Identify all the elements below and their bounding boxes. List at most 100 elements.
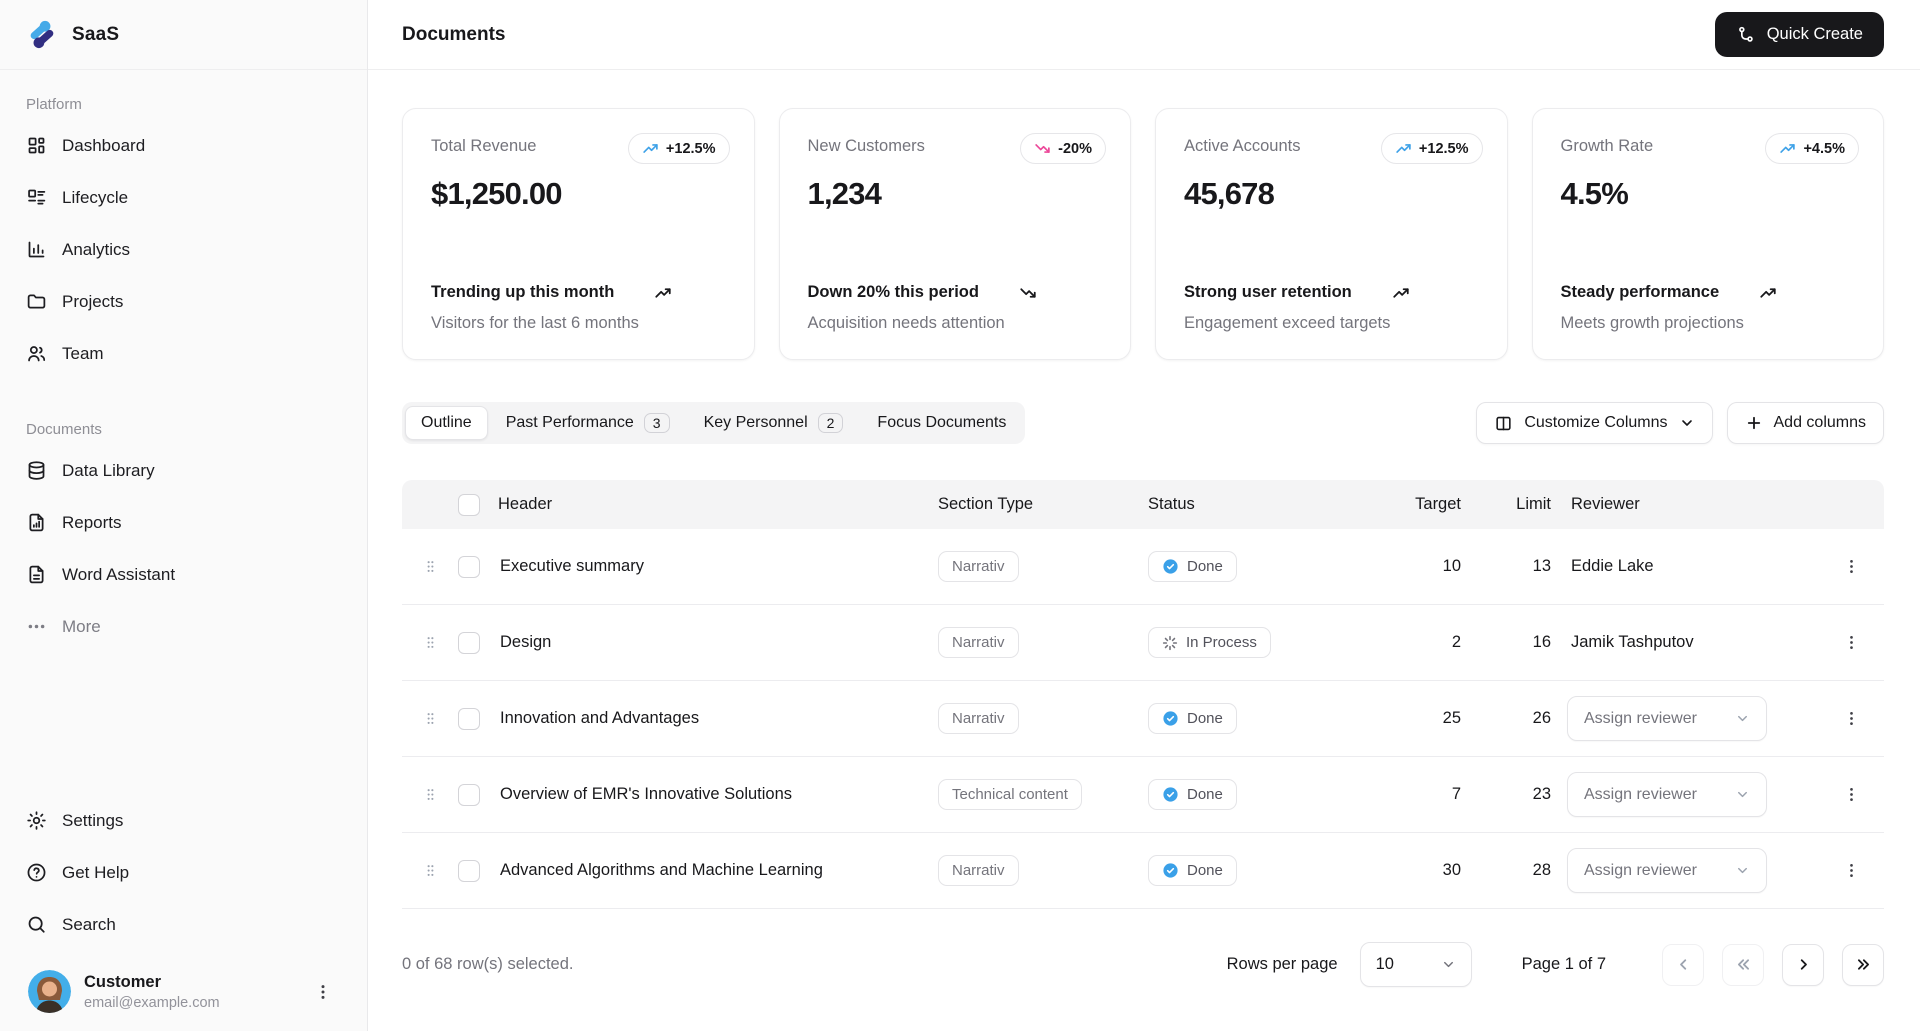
stat-value: 45,678: [1184, 176, 1275, 211]
tab-focus-documents[interactable]: Focus Documents: [861, 406, 1022, 440]
trend-badge: +12.5%: [1380, 133, 1483, 164]
row-header-cell: Design: [500, 633, 552, 651]
pager: [1662, 943, 1884, 986]
section-type-badge: Narrativ: [938, 703, 1019, 734]
sidebar-item-dashboard[interactable]: Dashboard: [16, 125, 351, 166]
drag-handle-icon[interactable]: [402, 863, 458, 878]
stat-value: 4.5%: [1560, 176, 1629, 211]
assign-reviewer-button[interactable]: Assign reviewer: [1567, 848, 1767, 893]
view-tabs: Outline Past Performance 3 Key Personnel…: [402, 402, 1026, 444]
limit-cell: 28: [1532, 861, 1551, 879]
table-footer: 0 of 68 row(s) selected. Rows per page 1…: [402, 942, 1884, 1011]
row-checkbox[interactable]: [458, 555, 480, 578]
stat-footer-sub: Visitors for the last 6 months: [431, 314, 639, 332]
check-circle-icon: [1162, 862, 1179, 879]
chevron-down-icon: [1735, 711, 1750, 726]
table-header-row: Header Section Type Status Target Limit …: [402, 480, 1884, 529]
chevrons-right-icon: [1855, 956, 1872, 973]
assign-reviewer-button[interactable]: Assign reviewer: [1567, 772, 1767, 817]
status-badge: Done: [1148, 703, 1237, 734]
brand-name: SaaS: [72, 23, 120, 45]
row-header-cell: Advanced Algorithms and Machine Learning: [500, 861, 823, 879]
gear-icon: [26, 810, 47, 831]
trending-down-icon: [1034, 140, 1051, 157]
status-label: Done: [1187, 558, 1223, 575]
sidebar-item-data-library[interactable]: Data Library: [16, 450, 351, 491]
target-cell: 25: [1442, 709, 1461, 727]
first-page-button[interactable]: [1722, 943, 1764, 986]
trend-badge-value: +12.5%: [1418, 140, 1469, 157]
drag-handle-icon[interactable]: [402, 787, 458, 802]
nav-section-platform-label: Platform: [26, 96, 82, 113]
row-checkbox[interactable]: [458, 707, 480, 730]
sidebar-item-word-assistant[interactable]: Word Assistant: [16, 554, 351, 595]
stat-card-growth-rate: Growth Rate +4.5% 4.5% Steady performanc…: [1531, 108, 1884, 360]
last-page-button[interactable]: [1842, 943, 1884, 986]
drag-handle-icon[interactable]: [402, 711, 458, 726]
tab-outline[interactable]: Outline: [405, 406, 488, 440]
rows-per-page-select[interactable]: 10: [1359, 942, 1472, 987]
list-details-icon: [26, 187, 47, 208]
tab-past-performance[interactable]: Past Performance 3: [490, 405, 686, 441]
sidebar-item-more[interactable]: More: [16, 606, 351, 647]
main-area: Documents Quick Create Total Revenue +12…: [368, 0, 1920, 1031]
row-checkbox[interactable]: [458, 631, 480, 654]
loader-icon: [1162, 635, 1178, 651]
nav-gap: [16, 385, 351, 411]
sidebar-item-label: Settings: [62, 810, 124, 830]
sidebar-item-team[interactable]: Team: [16, 333, 351, 374]
drag-handle-icon[interactable]: [402, 559, 458, 574]
chevron-down-icon: [1679, 415, 1695, 431]
sidebar-item-projects[interactable]: Projects: [16, 281, 351, 322]
status-cell: In Process: [1148, 627, 1383, 658]
row-checkbox[interactable]: [458, 783, 480, 806]
row-menu-button[interactable]: [1818, 853, 1884, 888]
sidebar-item-lifecycle[interactable]: Lifecycle: [16, 177, 351, 218]
row-menu-button[interactable]: [1818, 777, 1884, 812]
row-menu-button[interactable]: [1818, 701, 1884, 736]
sidebar-item-get-help[interactable]: Get Help: [16, 852, 351, 893]
user-meta: Customer email@example.com: [84, 973, 220, 1011]
quick-create-button[interactable]: Quick Create: [1714, 12, 1884, 57]
drag-handle-icon[interactable]: [402, 635, 458, 650]
sidebar-item-settings[interactable]: Settings: [16, 800, 351, 841]
add-columns-button[interactable]: Add columns: [1726, 402, 1884, 444]
user-menu[interactable]: Customer email@example.com: [16, 956, 351, 1031]
tab-label: Key Personnel: [703, 414, 808, 431]
table-actions: Customize Columns Add columns: [1476, 402, 1884, 444]
select-all-checkbox[interactable]: [458, 493, 480, 516]
tabs-toolbar-row: Outline Past Performance 3 Key Personnel…: [402, 402, 1884, 444]
reviewer-cell: Eddie Lake: [1571, 557, 1654, 575]
trending-up-icon: [654, 284, 672, 302]
stat-card-new-customers: New Customers -20% 1,234 Down 20% this p…: [778, 108, 1131, 360]
row-menu-button[interactable]: [1818, 549, 1884, 584]
prev-page-button[interactable]: [1662, 943, 1704, 986]
stat-footer-sub: Engagement exceed targets: [1184, 314, 1391, 332]
assign-reviewer-label: Assign reviewer: [1584, 709, 1697, 727]
next-page-button[interactable]: [1782, 943, 1824, 986]
section-type-cell: Narrativ: [938, 627, 1148, 658]
row-checkbox[interactable]: [458, 859, 480, 882]
sidebar-item-label: Search: [62, 914, 116, 934]
table-row: Innovation and Advantages Narrativ Done …: [402, 681, 1884, 757]
tab-key-personnel[interactable]: Key Personnel 2: [688, 405, 860, 441]
brand-header[interactable]: SaaS: [0, 0, 367, 70]
stat-label: Active Accounts: [1184, 137, 1301, 155]
help-icon: [26, 862, 47, 883]
sidebar-item-reports[interactable]: Reports: [16, 502, 351, 543]
sidebar-item-search[interactable]: Search: [16, 904, 351, 945]
customize-columns-button[interactable]: Customize Columns: [1476, 402, 1713, 444]
check-circle-icon: [1162, 558, 1179, 575]
assign-reviewer-button[interactable]: Assign reviewer: [1567, 696, 1767, 741]
row-menu-button[interactable]: [1818, 625, 1884, 660]
sidebar-item-label: Get Help: [62, 862, 130, 882]
selection-summary: 0 of 68 row(s) selected.: [402, 955, 574, 973]
more-vertical-icon[interactable]: [307, 976, 339, 1008]
limit-cell: 13: [1532, 557, 1551, 575]
status-badge: In Process: [1148, 627, 1271, 658]
nav-section-documents-label: Documents: [26, 421, 102, 438]
sidebar-item-label: Team: [62, 343, 104, 363]
file-text-icon: [26, 564, 47, 585]
status-label: Done: [1187, 710, 1223, 727]
sidebar-item-analytics[interactable]: Analytics: [16, 229, 351, 270]
